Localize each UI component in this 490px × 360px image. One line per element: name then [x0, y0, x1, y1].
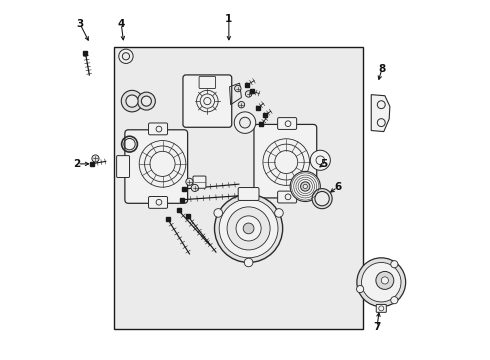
Circle shape: [126, 95, 138, 107]
Circle shape: [215, 194, 283, 262]
Circle shape: [303, 184, 307, 189]
FancyBboxPatch shape: [278, 191, 296, 203]
Circle shape: [191, 184, 198, 192]
Circle shape: [391, 297, 398, 304]
Circle shape: [240, 117, 250, 128]
Circle shape: [381, 277, 389, 284]
Circle shape: [300, 182, 310, 191]
Circle shape: [362, 262, 401, 302]
Circle shape: [219, 199, 278, 258]
FancyBboxPatch shape: [183, 75, 232, 127]
Circle shape: [122, 53, 129, 60]
Text: 5: 5: [320, 159, 327, 169]
FancyBboxPatch shape: [148, 197, 168, 208]
FancyBboxPatch shape: [278, 118, 296, 130]
Text: 6: 6: [334, 182, 341, 192]
FancyBboxPatch shape: [238, 188, 259, 201]
FancyBboxPatch shape: [193, 176, 206, 188]
Circle shape: [376, 271, 394, 289]
Circle shape: [245, 258, 253, 267]
Circle shape: [357, 258, 406, 307]
Text: 7: 7: [373, 322, 381, 332]
Text: 2: 2: [74, 159, 81, 169]
FancyBboxPatch shape: [125, 130, 188, 203]
Circle shape: [122, 90, 143, 112]
Circle shape: [316, 156, 324, 165]
Text: 1: 1: [225, 14, 232, 24]
Circle shape: [315, 192, 329, 206]
Circle shape: [92, 155, 99, 162]
Circle shape: [214, 209, 222, 217]
Text: 8: 8: [378, 64, 386, 74]
Circle shape: [186, 178, 193, 185]
Circle shape: [312, 189, 332, 209]
Circle shape: [119, 49, 133, 63]
FancyBboxPatch shape: [199, 76, 216, 89]
Circle shape: [243, 223, 254, 234]
Circle shape: [310, 150, 330, 170]
Circle shape: [238, 102, 245, 108]
Circle shape: [290, 171, 320, 202]
Circle shape: [357, 285, 364, 293]
Circle shape: [234, 112, 256, 134]
Bar: [114, 47, 364, 329]
FancyBboxPatch shape: [376, 305, 386, 312]
FancyBboxPatch shape: [148, 123, 168, 135]
Circle shape: [274, 209, 283, 217]
Circle shape: [141, 96, 151, 106]
FancyBboxPatch shape: [117, 156, 129, 177]
Text: 3: 3: [76, 19, 84, 29]
Circle shape: [235, 85, 241, 92]
Polygon shape: [371, 95, 390, 132]
Circle shape: [236, 216, 261, 241]
Circle shape: [391, 261, 398, 268]
Circle shape: [227, 207, 270, 250]
Text: 4: 4: [118, 19, 125, 29]
FancyBboxPatch shape: [254, 125, 317, 198]
Circle shape: [137, 92, 155, 110]
Circle shape: [245, 91, 252, 97]
